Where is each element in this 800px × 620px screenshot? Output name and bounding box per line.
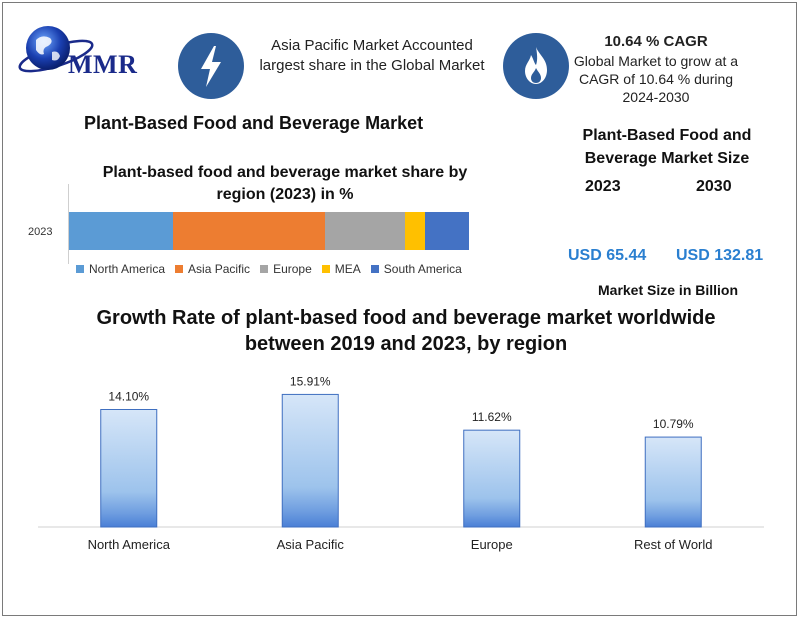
legend-label: South America: [383, 262, 462, 276]
share-segment-south-america: [425, 212, 469, 250]
share-segment-north-america: [69, 212, 173, 250]
legend-swatch: [321, 265, 330, 273]
share-stacked-bar: [69, 212, 469, 250]
market-size-year-2023: 2023: [585, 178, 621, 195]
lightning-icon: [201, 46, 221, 87]
legend-label: North America: [89, 262, 166, 276]
share-segment-asia-pacific: [173, 212, 325, 250]
growth-data-label: 10.79%: [653, 417, 694, 431]
growth-category-label: Asia Pacific: [277, 537, 345, 552]
growth-bar-rest-of-world: [644, 436, 702, 528]
legend-item: Asia Pacific: [175, 262, 250, 276]
legend-item: North America: [76, 262, 165, 276]
growth-data-label: 15.91%: [290, 374, 331, 388]
legend-swatch: [370, 265, 379, 273]
flame-icon: [525, 47, 547, 84]
share-chart-title: Plant-based food and beverage market sha…: [102, 164, 468, 203]
flame-circle: [503, 33, 569, 99]
share-chart-legend: North America Asia Pacific Europe MEA South …: [76, 262, 462, 276]
growth-category-label: North America: [88, 537, 171, 552]
legend-item: MEA: [321, 262, 361, 276]
legend-swatch: [260, 265, 269, 273]
growth-bar-europe: [463, 429, 521, 528]
globe-icon: [18, 26, 94, 73]
logo-text: MMR: [68, 50, 138, 79]
lightning-circle: [178, 33, 244, 99]
growth-data-label: 11.62%: [472, 410, 512, 424]
growth-bar-chart: 14.10% North America 15.91% Asia Pacific 11.…: [38, 374, 764, 552]
legend-item: Europe: [260, 262, 312, 276]
legend-label: MEA: [334, 262, 361, 276]
growth-bar-asia-pacific: [281, 393, 339, 528]
market-size-year-2030: 2030: [696, 178, 732, 195]
legend-swatch: [76, 265, 84, 273]
cagr-box: 10.64 % CAGR Global Market to grow at a …: [566, 32, 746, 106]
growth-chart-title: Growth Rate of plant-based food and beve…: [96, 307, 716, 355]
legend-swatch: [175, 265, 184, 273]
main-title: Plant-Based Food and Beverage Market: [84, 113, 424, 133]
market-size-unit: Market Size in Billion: [598, 282, 739, 298]
headline-text: Asia Pacific Market Accounted largest sh…: [259, 37, 485, 74]
growth-data-label: 14.10%: [108, 390, 149, 404]
share-segment-europe: [325, 212, 405, 250]
legend-item: South America: [370, 262, 462, 276]
market-size-value-2023: USD 65.44: [568, 247, 647, 264]
market-size-title: Plant-Based Food and Beverage Market Siz…: [582, 127, 752, 167]
cagr-title: 10.64 % CAGR: [604, 33, 708, 50]
share-chart-category-label: 2023: [28, 226, 53, 238]
share-segment-mea: [405, 212, 425, 250]
legend-label: Europe: [273, 262, 312, 276]
mmr-logo: [16, 22, 161, 82]
market-size-value-2030: USD 132.81: [676, 247, 764, 264]
growth-category-label: Europe: [471, 537, 513, 552]
share-chart-axis: [68, 184, 69, 264]
legend-label: Asia Pacific: [188, 262, 251, 276]
growth-category-label: Rest of World: [634, 537, 713, 552]
cagr-text: Global Market to grow at a CAGR of 10.64…: [573, 53, 739, 105]
growth-bar-north-america: [100, 409, 158, 528]
